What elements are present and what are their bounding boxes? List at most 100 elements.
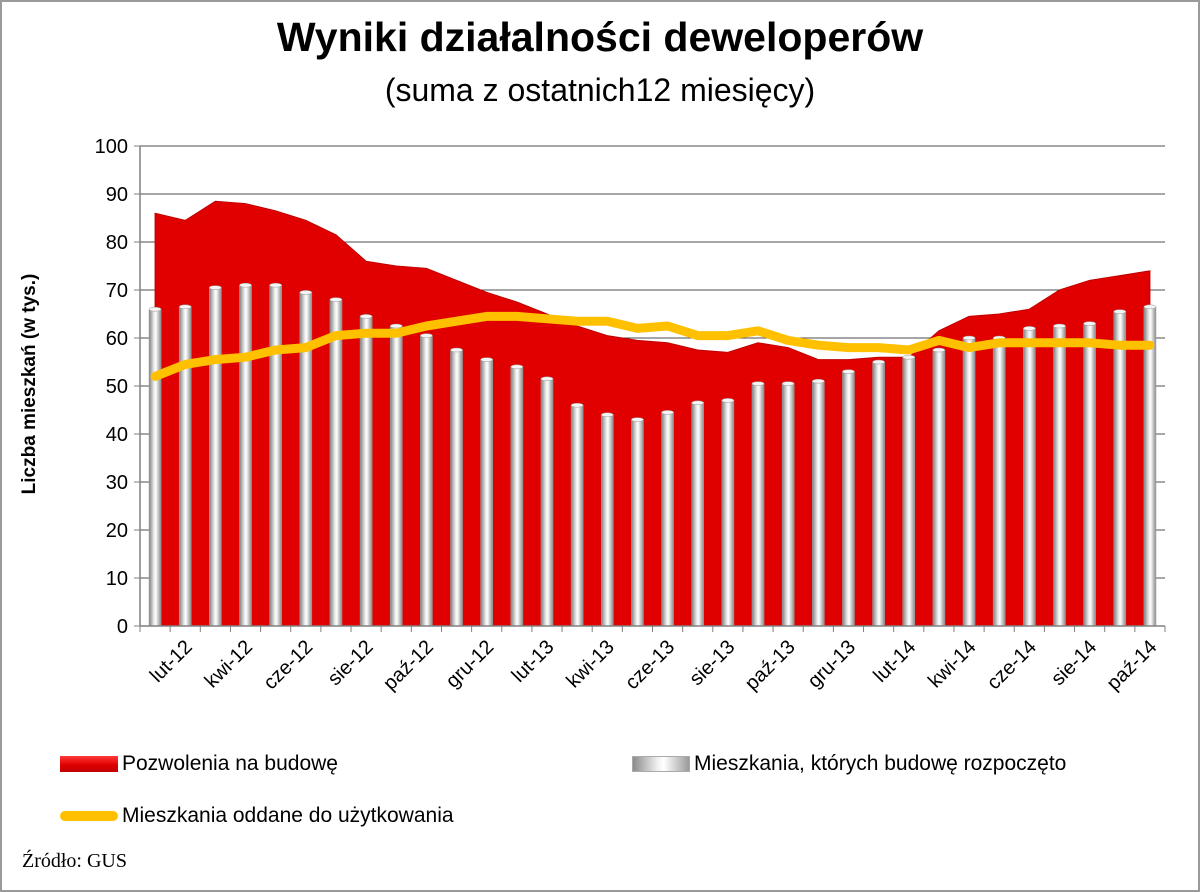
bar-started-top xyxy=(299,290,313,295)
bar-started xyxy=(510,366,524,627)
line-series-completed xyxy=(150,311,1155,381)
x-tick-label: sie-14 xyxy=(1047,636,1101,690)
x-tick-label: lut-12 xyxy=(146,636,197,687)
bar-started xyxy=(962,337,976,627)
bar-started-top xyxy=(1053,323,1066,329)
y-tick-label: 50 xyxy=(106,376,128,398)
bar-started-top xyxy=(721,398,735,403)
bar-started xyxy=(269,284,282,627)
bar-started xyxy=(450,349,463,627)
bar-started xyxy=(1053,325,1066,627)
legend-label-started: Mieszkania, których budowę rozpoczęto xyxy=(694,752,1067,775)
bar-started-top xyxy=(872,359,885,365)
bar-started-top xyxy=(631,417,644,422)
bar-started-top xyxy=(450,347,463,353)
bar-started xyxy=(872,361,885,627)
bar-started xyxy=(992,337,1006,627)
legend-item-permits: Pozwolenia na budowę xyxy=(60,752,338,776)
bar-started xyxy=(721,400,735,627)
bar-started-top xyxy=(359,314,373,319)
bar-started-top xyxy=(420,333,433,338)
legend-label-permits: Pozwolenia na budowę xyxy=(122,752,338,775)
bar-started-top xyxy=(842,369,855,374)
y-tick-label: 20 xyxy=(106,520,128,542)
bar-started-top xyxy=(480,357,493,362)
bar-started-top xyxy=(239,282,252,288)
bar-started-top xyxy=(962,335,976,341)
bar-started-top xyxy=(661,410,674,415)
bar-started xyxy=(631,419,644,627)
bar-started xyxy=(389,325,403,627)
bar-started xyxy=(480,359,493,627)
x-tick-label: lut-13 xyxy=(508,636,559,687)
y-tick-label: 70 xyxy=(106,280,128,302)
x-tick-label: kwi-12 xyxy=(201,636,257,692)
x-tick-label: lut-14 xyxy=(869,636,920,687)
y-tick-label: 30 xyxy=(106,472,128,494)
bar-started-top xyxy=(812,378,825,384)
bar-started xyxy=(570,404,584,627)
y-tick-label: 100 xyxy=(95,136,128,158)
legend-item-started: Mieszkania, których budowę rozpoczęto xyxy=(632,752,1066,776)
x-tick-label: paź-12 xyxy=(379,636,438,695)
bar-started-top xyxy=(601,412,614,418)
bar-started-top xyxy=(510,364,524,370)
bar-started xyxy=(751,383,765,627)
legend-swatch-permits xyxy=(60,756,118,772)
bar-started xyxy=(1113,311,1127,627)
bar-started-top xyxy=(1023,326,1036,331)
x-tick-label: gru-13 xyxy=(804,636,860,692)
bar-started-top xyxy=(932,347,946,353)
chart-title: Wyniki działalności deweloperów xyxy=(276,14,924,60)
x-tick-label: cze-14 xyxy=(983,636,1041,694)
x-tick-label: paź-14 xyxy=(1103,636,1162,695)
bar-started xyxy=(1143,306,1157,627)
bar-started-top xyxy=(148,306,162,312)
bar-started xyxy=(842,371,855,627)
bar-started xyxy=(540,378,554,627)
legend-swatch-started xyxy=(632,756,690,772)
bar-started xyxy=(329,299,343,627)
bar-started xyxy=(239,284,252,627)
chart-subtitle: (suma z ostatnich12 miesięcy) xyxy=(384,72,816,108)
bar-started xyxy=(1023,328,1036,627)
bar-started-top xyxy=(1083,321,1096,326)
x-tick-label: kwi-14 xyxy=(924,636,980,692)
x-tick-label: gru-12 xyxy=(442,636,498,692)
bar-started xyxy=(178,306,192,627)
legend-swatch-completed xyxy=(60,811,118,821)
x-tick-label: paź-13 xyxy=(741,636,800,695)
area-series-permits xyxy=(154,200,1151,627)
y-tick-label: 80 xyxy=(106,232,128,254)
source-note: Źródło: GUS xyxy=(22,850,127,872)
bar-started-top xyxy=(751,381,765,386)
bar-started xyxy=(691,402,705,627)
x-tick-label: cze-12 xyxy=(259,636,317,694)
bar-started-top xyxy=(570,402,584,408)
legend-item-completed: Mieszkania oddane do użytkowania xyxy=(60,804,454,828)
x-tick-label: sie-12 xyxy=(324,636,378,690)
x-tick-label: cze-13 xyxy=(621,636,679,694)
bar-started xyxy=(600,414,614,627)
bar-started-top xyxy=(209,285,222,290)
legend-label-completed: Mieszkania oddane do użytkowania xyxy=(122,804,454,827)
bar-started-top xyxy=(902,354,915,360)
bar-started-top xyxy=(390,323,403,329)
bar-started xyxy=(148,308,162,627)
y-tick-label: 0 xyxy=(117,616,128,638)
bar-started xyxy=(661,412,674,627)
y-tick-label: 90 xyxy=(106,184,128,206)
bar-started-top xyxy=(329,297,343,302)
bar-started xyxy=(932,349,946,627)
y-tick-label: 60 xyxy=(106,328,128,350)
bar-started-top xyxy=(269,282,282,288)
bar-started-top xyxy=(781,381,795,386)
bar-started xyxy=(1083,323,1096,627)
y-tick-label: 40 xyxy=(106,424,128,446)
x-tick-label: sie-13 xyxy=(685,636,739,690)
bar-started-top xyxy=(178,304,192,310)
x-tick-label: kwi-13 xyxy=(562,636,618,692)
bar-started xyxy=(209,287,222,627)
bar-started xyxy=(420,335,433,627)
